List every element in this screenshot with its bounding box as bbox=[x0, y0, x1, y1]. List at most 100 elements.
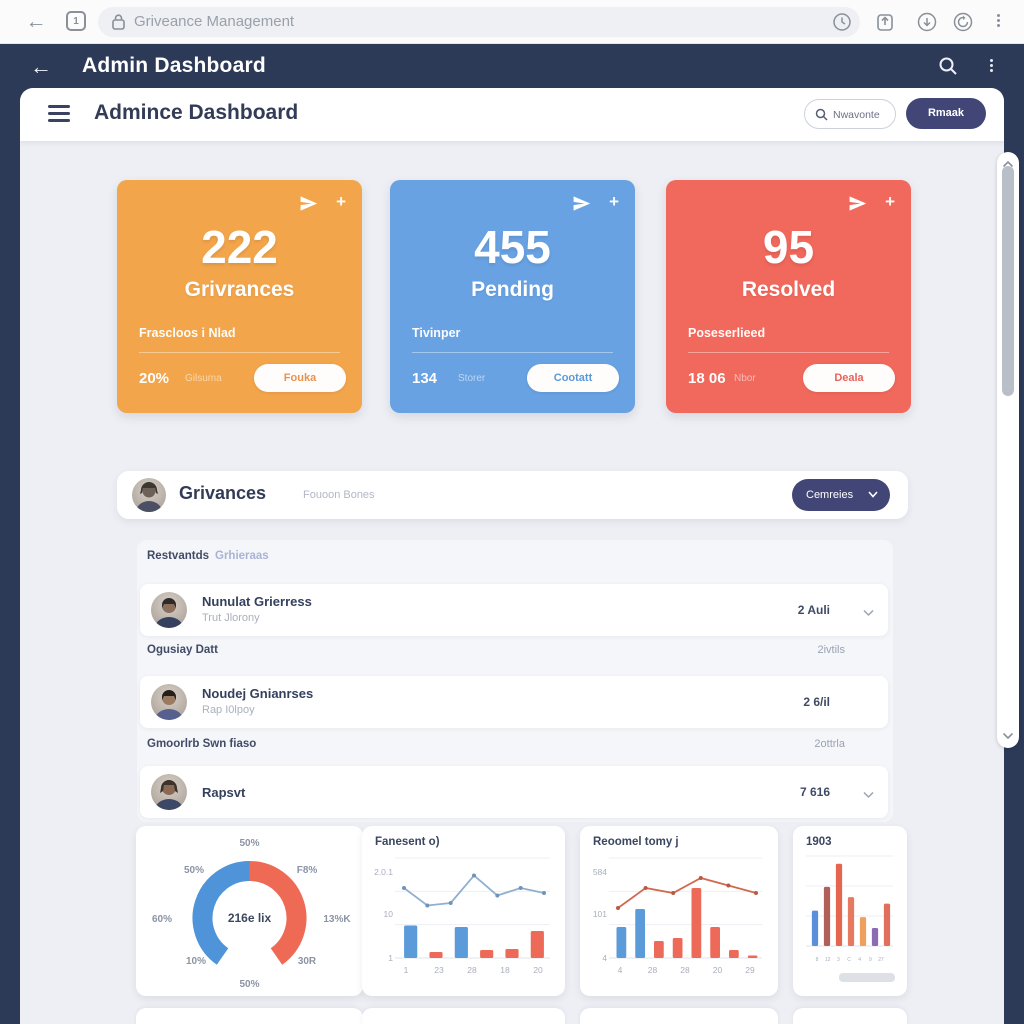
svg-text:216e lix: 216e lix bbox=[228, 911, 272, 925]
peek-card bbox=[362, 1008, 565, 1024]
stat-desc: Poseserlieed bbox=[688, 326, 766, 340]
list-item-title: Nunulat Grierress bbox=[202, 594, 312, 609]
svg-text:60%: 60% bbox=[152, 914, 172, 925]
gauge-chart: 50% 50% 60% 10% 50% 30R 13%K F8% 216e lix bbox=[136, 826, 363, 996]
stat-footer-value: 18 06 bbox=[688, 370, 726, 387]
app-back-icon[interactable]: ← bbox=[30, 54, 52, 79]
peek-card bbox=[580, 1008, 778, 1024]
stat-desc: Tivinper bbox=[412, 326, 461, 340]
svg-text:584: 584 bbox=[593, 867, 607, 877]
stat-footer-sub: Gilsuma bbox=[185, 373, 222, 384]
hamburger-icon[interactable] bbox=[48, 105, 70, 123]
search-icon bbox=[815, 108, 828, 121]
svg-text:F8%: F8% bbox=[297, 865, 318, 876]
share-icon[interactable] bbox=[874, 11, 896, 33]
stat-card-button[interactable]: Fouka bbox=[254, 364, 346, 392]
list-item[interactable]: Nunulat Grierress Trut Jlorony 2 Auli bbox=[140, 584, 888, 636]
gauge-chart-card: 50% 50% 60% 10% 50% 30R 13%K F8% 216e lix bbox=[136, 826, 363, 996]
chart-title: Fanesent o) bbox=[375, 836, 440, 848]
group-label: Ogusiay Datt bbox=[147, 644, 218, 656]
peek-card bbox=[136, 1008, 363, 1024]
primary-action-button[interactable]: Rmaak bbox=[906, 98, 986, 129]
avatar bbox=[132, 478, 166, 512]
stat-value: 455 bbox=[474, 221, 551, 273]
svg-text:28: 28 bbox=[680, 965, 690, 975]
browser-back-icon[interactable]: ← bbox=[25, 10, 47, 33]
list-item-value: 2 6/il bbox=[803, 695, 830, 709]
list-item[interactable]: Rapsvt 7 616 bbox=[140, 766, 888, 818]
panel-header: Admince Dashboard Nwavonte Rmaak bbox=[20, 88, 1004, 141]
group-right-label: 2ottrla bbox=[814, 738, 845, 750]
scrollbar-track[interactable] bbox=[997, 152, 1019, 748]
app-title: Admin Dashboard bbox=[82, 54, 266, 77]
download-icon[interactable] bbox=[916, 11, 938, 33]
list-item-title: Noudej Gnianrses bbox=[202, 686, 314, 701]
filter-dropdown[interactable]: Cemreies bbox=[792, 479, 890, 511]
send-icon[interactable] bbox=[572, 194, 591, 218]
chart-caption-placeholder bbox=[839, 973, 895, 982]
svg-text:4: 4 bbox=[618, 965, 623, 975]
chart-title: Reoomel tomy j bbox=[593, 836, 679, 848]
main-panel: Admince Dashboard Nwavonte Rmaak + 222 G… bbox=[20, 88, 1004, 1024]
app-bar: ← Admin Dashboard bbox=[0, 44, 1024, 90]
panel-search-pill[interactable]: Nwavonte bbox=[804, 99, 896, 129]
chevron-down-icon[interactable] bbox=[863, 604, 874, 622]
stat-footer-value: 134 bbox=[412, 370, 438, 387]
scroll-down-icon[interactable] bbox=[1002, 727, 1014, 745]
peek-card bbox=[793, 1008, 907, 1024]
svg-text:50%: 50% bbox=[239, 838, 259, 849]
svg-text:C: C bbox=[847, 957, 851, 963]
svg-text:50%: 50% bbox=[239, 979, 259, 990]
url-bar[interactable]: Griveance Management bbox=[98, 7, 860, 37]
plus-icon[interactable]: + bbox=[609, 192, 619, 211]
svg-text:1: 1 bbox=[388, 953, 393, 963]
list-item[interactable]: Noudej Gnianrses Rap I0lpoy 2 6/il bbox=[140, 676, 888, 728]
plus-icon[interactable]: + bbox=[885, 192, 895, 211]
svg-text:29: 29 bbox=[745, 965, 755, 975]
browser-menu-icon[interactable] bbox=[996, 12, 1000, 32]
scrollbar-thumb[interactable] bbox=[1002, 166, 1014, 396]
svg-text:12: 12 bbox=[825, 957, 831, 963]
app-search-icon[interactable] bbox=[938, 56, 958, 81]
list-item-title: Rapsvt bbox=[202, 785, 246, 800]
svg-text:30R: 30R bbox=[298, 956, 317, 967]
send-icon[interactable] bbox=[299, 194, 318, 218]
filter-dropdown-label: Cemreies bbox=[806, 489, 854, 501]
svg-text:18: 18 bbox=[500, 965, 510, 975]
svg-text:101: 101 bbox=[593, 909, 607, 919]
stat-footer-value: 20% bbox=[139, 370, 170, 387]
url-text: Griveance Management bbox=[134, 13, 295, 30]
tab-counter[interactable]: 1 bbox=[66, 11, 86, 31]
svg-text:1: 1 bbox=[404, 965, 409, 975]
combo-chart-card-1: Fanesent o) 2.0.1 10 1 1 23 28 18 20 bbox=[362, 826, 565, 996]
svg-text:50%: 50% bbox=[184, 865, 204, 876]
svg-text:10%: 10% bbox=[186, 956, 206, 967]
svg-text:20: 20 bbox=[533, 965, 543, 975]
stat-card-button[interactable]: Cootatt bbox=[527, 364, 619, 392]
section-subtitle: Fouoon Bones bbox=[303, 489, 375, 501]
bar-chart-card: 1903 8 12 3 C 4 9 27 bbox=[793, 826, 907, 996]
group-right-label: 2ivtils bbox=[817, 644, 845, 656]
svg-text:4: 4 bbox=[858, 957, 861, 963]
svg-text:27: 27 bbox=[878, 957, 884, 963]
plus-icon[interactable]: + bbox=[336, 192, 346, 211]
section-title: Grivances bbox=[179, 483, 267, 503]
stat-card-resolved: + 95 Resolved Poseserlieed 18 06 Nbor De… bbox=[666, 180, 911, 413]
history-icon[interactable] bbox=[832, 12, 852, 37]
app-menu-icon[interactable] bbox=[989, 57, 993, 77]
send-icon[interactable] bbox=[848, 194, 867, 218]
combo-chart-1: 2.0.1 10 1 1 23 28 18 20 bbox=[362, 826, 565, 996]
refresh-icon[interactable] bbox=[952, 11, 974, 33]
combo-chart-card-2: Reoomel tomy j 584 101 4 4 28 28 20 29 bbox=[580, 826, 778, 996]
list-item-subtitle: Rap I0lpoy bbox=[202, 704, 255, 716]
chevron-down-icon[interactable] bbox=[863, 786, 874, 804]
stat-value: 95 bbox=[762, 221, 815, 273]
stat-footer-sub: Nbor bbox=[734, 373, 756, 384]
svg-text:28: 28 bbox=[648, 965, 658, 975]
stat-card-button[interactable]: Deala bbox=[803, 364, 895, 392]
scroll-up-icon[interactable] bbox=[1002, 155, 1014, 173]
list-item-subtitle: Trut Jlorony bbox=[202, 612, 260, 624]
group-label: Restvantds Grhieraas bbox=[147, 550, 269, 562]
divider bbox=[139, 352, 340, 353]
stat-card-grievances: + 222 Grivrances Frascloos i Nlad 20% Gi… bbox=[117, 180, 362, 413]
